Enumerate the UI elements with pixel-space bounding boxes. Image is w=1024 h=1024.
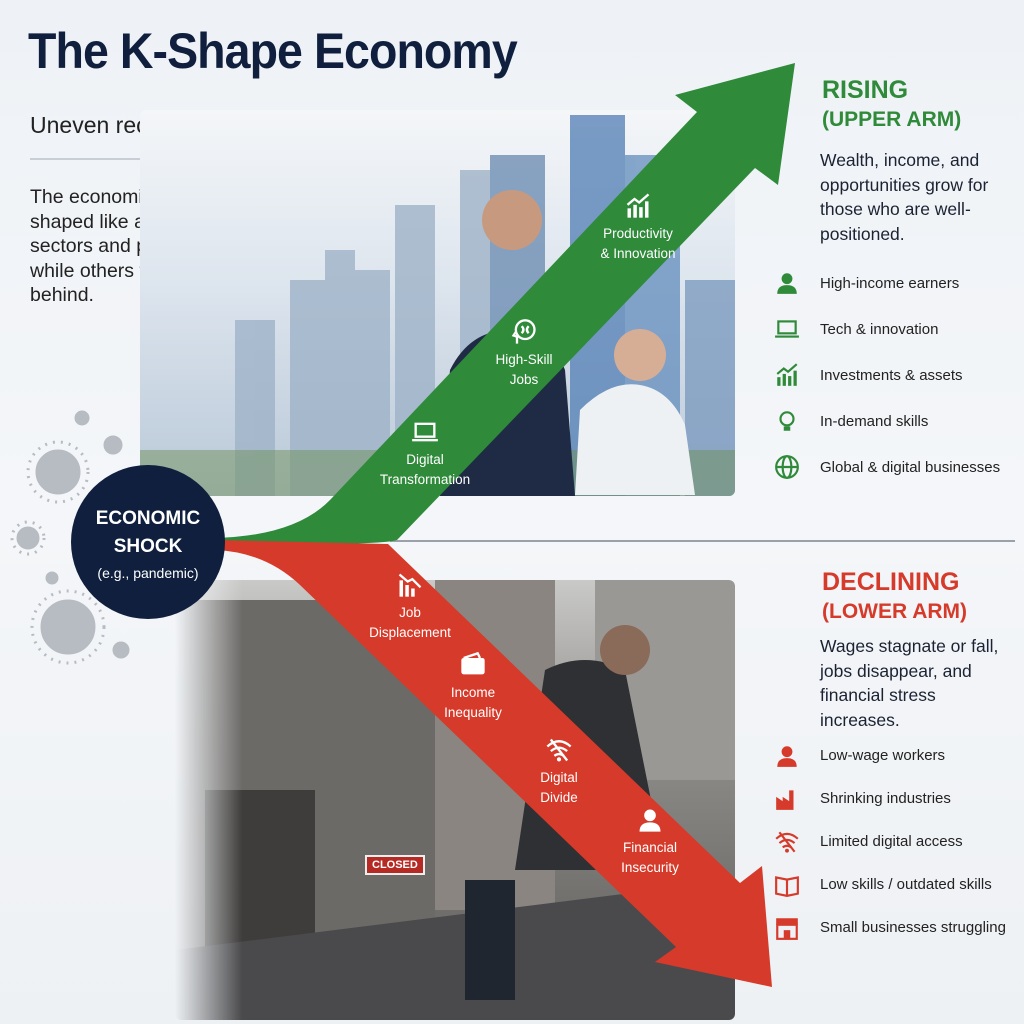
virus-icon — [45, 571, 59, 585]
list-item: Small businesses struggling — [772, 906, 1006, 949]
list-item: Global & digital businesses — [772, 444, 1000, 490]
list-item: Investments & assets — [772, 352, 1000, 398]
laptop-icon — [772, 314, 802, 344]
walking-person — [465, 880, 515, 1000]
divider-line — [390, 540, 1015, 542]
rising-description: Wealth, income, and opportunities grow f… — [820, 150, 989, 244]
lightbulb-icon — [772, 406, 802, 436]
factory-icon — [772, 784, 802, 814]
brain-head-icon — [459, 318, 589, 346]
rising-subtitle: (UPPER ARM) — [822, 108, 962, 131]
rising-section: RISING (UPPER ARM) — [822, 75, 961, 135]
person-icon — [585, 806, 715, 834]
virus-icon — [16, 526, 40, 550]
virus-icon — [40, 599, 96, 655]
upper-arm-label-productivity: Productivity & Innovation — [573, 192, 703, 264]
list-item: Tech & innovation — [772, 306, 1000, 352]
list-item: Low-wage workers — [772, 734, 1006, 777]
lower-arm-label-digital-divide: Digital Divide — [494, 736, 624, 808]
growth-chart-icon — [573, 192, 703, 220]
list-item: Shrinking industries — [772, 777, 1006, 820]
declining-description: Wages stagnate or fall, jobs disappear, … — [820, 636, 999, 730]
virus-decoration — [10, 410, 130, 665]
list-item: Limited digital access — [772, 820, 1006, 863]
list-item: In-demand skills — [772, 398, 1000, 444]
list-item: High-income earners — [772, 260, 1000, 306]
upper-arm-arrow — [215, 63, 795, 546]
declining-chart-icon — [345, 571, 475, 599]
virus-icon — [74, 410, 90, 426]
book-icon — [772, 870, 802, 900]
list-item: Low skills / outdated skills — [772, 863, 1006, 906]
lower-arm-label-income-inequality: Income Inequality — [408, 651, 538, 723]
virus-icon — [112, 641, 130, 659]
upper-arm-label-digital-transformation: Digital Transformation — [360, 418, 490, 490]
declining-title: DECLINING — [822, 568, 960, 596]
economic-shock-circle: ECONOMIC SHOCK (e.g., pandemic) — [71, 465, 225, 619]
upper-arm-label-high-skill-jobs: High-Skill Jobs — [459, 318, 589, 390]
virus-icon — [35, 449, 81, 495]
businesswoman — [575, 384, 695, 495]
page-title: The K-Shape Economy — [28, 23, 518, 79]
rising-title: RISING — [822, 76, 909, 104]
lower-arm-label-job-displacement: Job Displacement — [345, 571, 475, 643]
globe-icon — [772, 452, 802, 482]
person-icon — [772, 741, 802, 771]
storefront-icon — [772, 913, 802, 943]
lower-arm-label-financial-insecurity: Financial Insecurity — [585, 806, 715, 878]
declining-list: Low-wage workers Shrinking industries Li… — [772, 734, 1006, 949]
no-wifi-icon — [494, 736, 624, 764]
lower-arm-arrow — [215, 540, 772, 987]
rising-list: High-income earners Tech & innovation In… — [772, 260, 1000, 490]
wallet-icon — [408, 651, 538, 679]
closed-sign: CLOSED — [365, 855, 425, 875]
declining-subtitle: (LOWER ARM) — [822, 600, 968, 623]
no-wifi-icon — [772, 827, 802, 857]
declining-section: DECLINING (LOWER ARM) — [822, 567, 967, 627]
virus-icon — [103, 435, 123, 455]
person-icon — [772, 268, 802, 298]
growth-chart-icon — [772, 360, 802, 390]
laptop-icon — [360, 418, 490, 446]
